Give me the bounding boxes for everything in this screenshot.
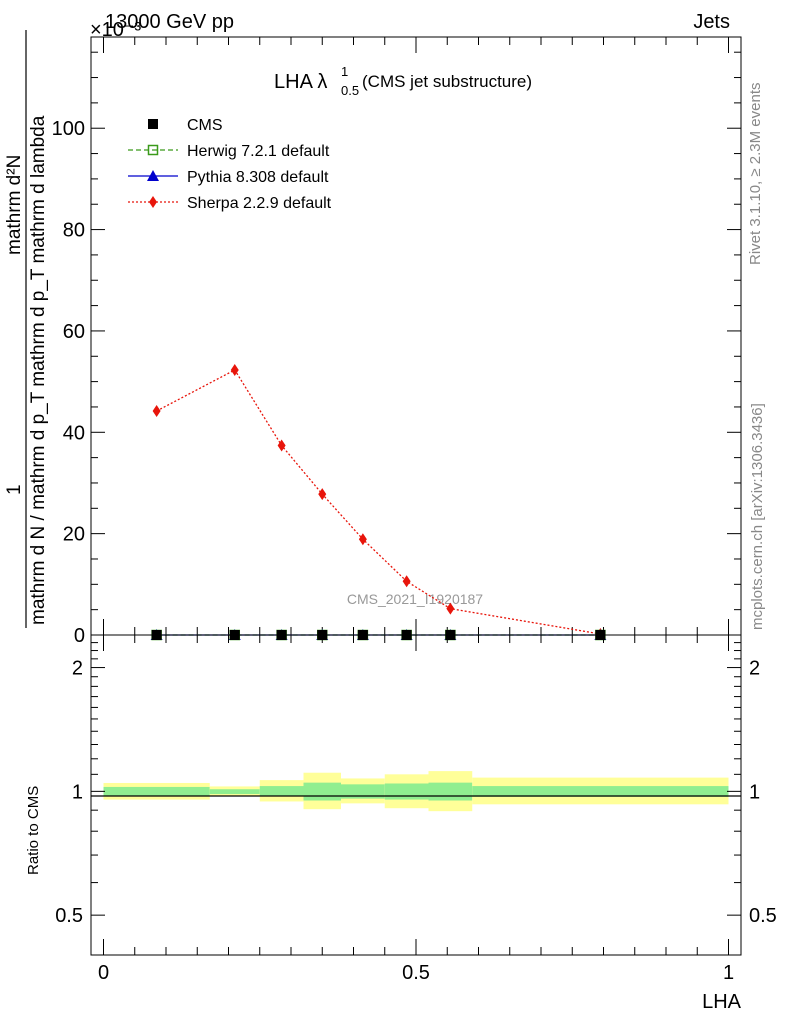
x-axis-label: LHA — [702, 991, 742, 1013]
ratio-y-ticks: 0.5 0.5 1 1 2 2 — [55, 642, 777, 927]
y-tick-label: 40 — [63, 422, 85, 444]
ratio-panel: 0.5 0.51 12 2 0 0.5 1 Ratio to CMS LHA — [25, 634, 777, 1013]
ratio-tick-label: 2 — [72, 658, 83, 680]
ratio-tick-label: 0.5 — [55, 905, 83, 927]
mcplots-label: mcplots.cern.ch [arXiv:1306.3436] — [749, 403, 766, 630]
series-line-3 — [156, 369, 601, 635]
analysis-watermark: CMS_2021_I1920187 — [347, 591, 483, 607]
y-axis-numerator: mathrm d²N — [4, 155, 25, 255]
y-tick-label: 20 — [63, 524, 85, 546]
legend-marker — [148, 119, 158, 129]
sherpa-point — [230, 363, 239, 376]
sherpa-point — [152, 405, 161, 418]
ratio-band-inner — [259, 786, 304, 796]
ratio-band-inner — [341, 784, 385, 799]
ratio-band-inner — [384, 783, 429, 800]
ratio-x-ticks: 0 0.5 1 — [98, 635, 734, 984]
y-axis-one: 1 — [4, 484, 25, 495]
ratio-tick-label-right: 1 — [749, 781, 760, 803]
legend: CMS Herwig 7.2.1 default Pythia 8.308 defa… — [128, 117, 332, 212]
exponent-label: ×10⁻³ — [90, 19, 141, 41]
ratio-band-inner — [103, 786, 210, 796]
plot-title-suffix: (CMS jet substructure) — [362, 72, 532, 91]
plot-title-sup: 1 — [341, 64, 348, 79]
sherpa-point — [358, 533, 367, 546]
ratio-y-axis-label: Ratio to CMS — [25, 786, 42, 875]
ratio-tick-label-right: 0.5 — [749, 905, 777, 927]
legend-marker — [147, 144, 159, 156]
y-tick-label: 60 — [63, 321, 85, 343]
ratio-tick-label-right: 2 — [749, 658, 760, 680]
legend-entry: Herwig 7.2.1 default — [187, 143, 330, 160]
y-tick-label: 0 — [74, 625, 85, 647]
legend-entry: Sherpa 2.2.9 default — [187, 195, 332, 212]
rivet-label: Rivet 3.1.10, ≥ 2.3M events — [747, 83, 764, 266]
x-tick-label: 0 — [98, 962, 109, 984]
sherpa-point — [402, 575, 411, 588]
y-axis-label: mathrm d N / mathrm d p_T mathrm d p_T m… — [28, 115, 49, 625]
sherpa-point — [446, 602, 455, 615]
legend-entry: Pythia 8.308 default — [187, 169, 329, 186]
sherpa-point — [318, 488, 327, 501]
ratio-band-inner — [303, 782, 341, 801]
plot-title-sub: 0.5 — [341, 83, 359, 98]
legend-marker — [149, 196, 157, 208]
ratio-band-inner — [428, 782, 473, 801]
x-tick-label: 0.5 — [402, 962, 430, 984]
legend-entry: CMS — [187, 117, 223, 134]
y-tick-label: 100 — [52, 118, 85, 140]
main-panel: 0 20 40 60 80 100 LHA λ 1 0.5 (CMS jet substr… — [4, 30, 742, 647]
process-label: Jets — [693, 11, 730, 33]
main-y-ticks: 0 20 40 60 80 100 — [52, 51, 741, 647]
sherpa-point — [277, 439, 286, 452]
collision-label: 13000 GeV pp — [105, 11, 234, 33]
legend-marker — [147, 170, 159, 181]
x-tick-label: 1 — [723, 962, 734, 984]
ratio-bands — [103, 771, 729, 812]
plot-title: LHA λ — [274, 71, 327, 93]
ratio-tick-label: 1 — [72, 781, 83, 803]
y-tick-label: 80 — [63, 220, 85, 242]
ratio-band-inner — [472, 786, 729, 797]
ratio-band-inner — [209, 789, 260, 795]
